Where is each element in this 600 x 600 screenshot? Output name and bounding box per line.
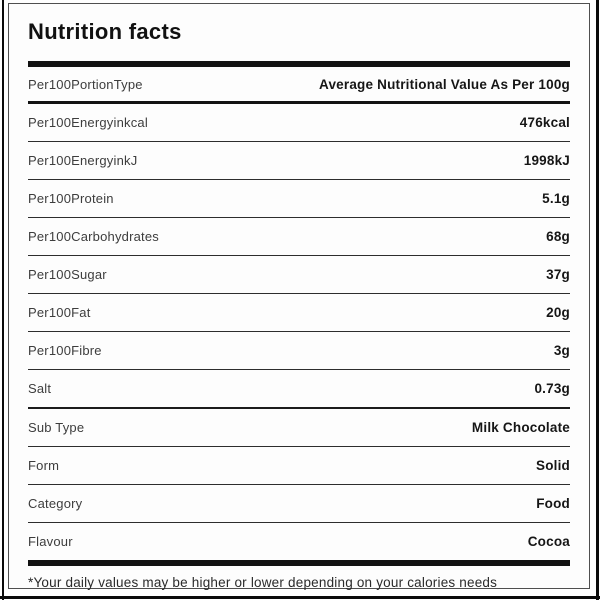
- table-row: Per100Sugar 37g: [28, 255, 570, 293]
- row-value: 5.1g: [542, 191, 570, 206]
- row-label: Sub Type: [28, 420, 85, 435]
- row-label: Per100Protein: [28, 191, 114, 206]
- header-average-value-label: Average Nutritional Value As Per 100g: [319, 76, 570, 92]
- row-label: Flavour: [28, 534, 73, 549]
- row-value: 68g: [546, 229, 570, 244]
- row-value: 20g: [546, 305, 570, 320]
- row-value: 37g: [546, 267, 570, 282]
- row-value: Milk Chocolate: [471, 420, 570, 435]
- table-row: Per100Energyinkcal 476kcal: [28, 104, 570, 141]
- table-row: Per100Protein 5.1g: [28, 179, 570, 217]
- table-row: Category Food: [28, 484, 570, 522]
- table-row: Salt 0.73g: [28, 369, 570, 407]
- row-value: 3g: [553, 343, 570, 358]
- row-label: Salt: [28, 381, 52, 396]
- row-label: Per100Fat: [28, 305, 91, 320]
- nutrition-facts-title: Nutrition facts: [28, 19, 182, 44]
- row-label: Per100Carbohydrates: [28, 229, 159, 244]
- row-value: Food: [536, 496, 570, 511]
- table-row: Per100Carbohydrates 68g: [28, 217, 570, 255]
- header-portion-type-label: Per100PortionType: [28, 76, 143, 92]
- row-value: 476kcal: [519, 115, 570, 130]
- table-row: Per100Fibre 3g: [28, 331, 570, 369]
- row-label: Per100Energyinkcal: [28, 115, 148, 130]
- page-edge-line-right: [596, 0, 599, 600]
- row-value: Cocoa: [527, 534, 570, 549]
- row-value: Solid: [536, 458, 570, 473]
- page-edge-line-bottom: [0, 596, 600, 599]
- row-label: Per100EnergyinkJ: [28, 153, 138, 168]
- table-row: Per100EnergyinkJ 1998kJ: [28, 141, 570, 179]
- row-label: Form: [28, 458, 60, 473]
- row-value: 1998kJ: [523, 153, 570, 168]
- table-row: Form Solid: [28, 446, 570, 484]
- table-row: Flavour Cocoa: [28, 522, 570, 560]
- divider-thick-top: [28, 61, 570, 67]
- nutrition-facts-card: Nutrition facts Per100PortionType Averag…: [8, 3, 590, 590]
- table-row: Per100Fat 20g: [28, 293, 570, 331]
- table-header-row: Per100PortionType Average Nutritional Va…: [28, 67, 570, 101]
- daily-values-footnote: *Your daily values may be higher or lowe…: [28, 575, 498, 590]
- row-label: Category: [28, 496, 83, 511]
- row-label: Per100Fibre: [28, 343, 102, 358]
- row-label: Per100Sugar: [28, 267, 107, 282]
- row-value: 0.73g: [534, 381, 570, 396]
- meta-rows: Sub Type Milk Chocolate Form Solid Categ…: [28, 409, 570, 560]
- divider-thick-bottom: [28, 560, 570, 566]
- nutrition-rows: Per100Energyinkcal 476kcal Per100Energyi…: [28, 104, 570, 407]
- page-edge-line-left: [2, 0, 4, 600]
- divider-medium-meta: [28, 407, 570, 409]
- table-row: Sub Type Milk Chocolate: [28, 409, 570, 446]
- divider-medium-header: [28, 101, 570, 104]
